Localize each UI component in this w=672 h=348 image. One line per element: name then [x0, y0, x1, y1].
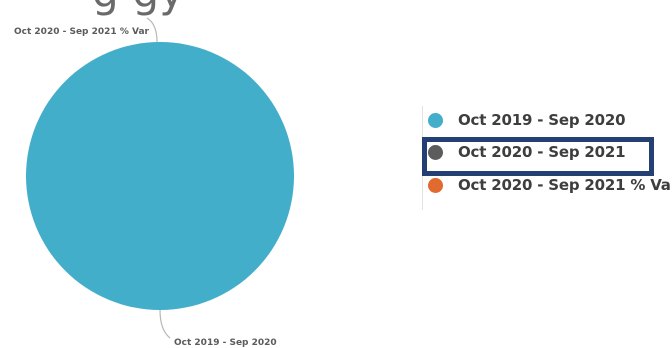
- legend-dot-gray-icon: [428, 144, 443, 160]
- legend-item-oct-2020-sep-2021-var[interactable]: Oct 2020 - Sep 2021 % Var: [428, 173, 672, 197]
- legend-label-oct-2019-sep-2020: Oct 2019 - Sep 2020: [458, 111, 626, 129]
- chart-legend: Oct 2019 - Sep 2020 Oct 2020 - Sep 2021 …: [420, 106, 672, 210]
- pie-label-leader-top: [146, 17, 158, 43]
- legend-dot-orange-icon: [428, 177, 443, 193]
- legend-item-oct-2020-sep-2021[interactable]: Oct 2020 - Sep 2021: [428, 140, 626, 164]
- pie-label-oct-2020-sep-2021-var: Oct 2020 - Sep 2021 % Var: [14, 27, 150, 37]
- pie-leader-lines: [146, 17, 171, 339]
- legend-highlight-box: [422, 137, 654, 176]
- pie-label-layer: Oct 2020 - Sep 2021 % Var Oct 2019 - Sep…: [14, 27, 277, 348]
- legend-item-oct-2019-sep-2020[interactable]: Oct 2019 - Sep 2020: [428, 108, 626, 132]
- legend-label-oct-2020-sep-2021: Oct 2020 - Sep 2021: [458, 143, 626, 161]
- legend-label-oct-2020-sep-2021-var: Oct 2020 - Sep 2021 % Var: [458, 176, 672, 194]
- pie-slice-oct-2019-sep-2020[interactable]: [26, 42, 294, 310]
- cropped-title-text: g gy: [92, 0, 184, 17]
- pie-label-oct-2019-sep-2020: Oct 2019 - Sep 2020: [174, 338, 277, 348]
- pie-plot-area: [26, 42, 294, 310]
- legend-dot-blue-icon: [428, 112, 443, 128]
- pie-label-leader-bottom: [159, 309, 171, 339]
